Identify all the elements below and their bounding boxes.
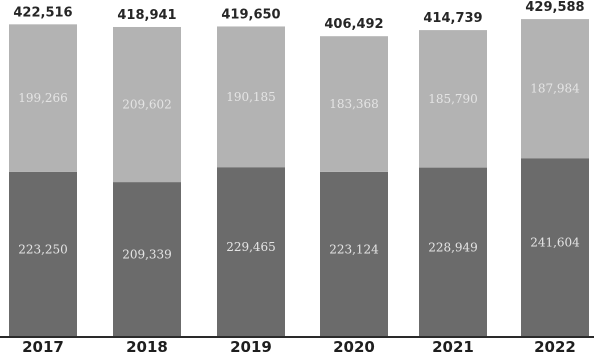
bar-lower-2021	[419, 167, 487, 337]
lower-value-label-2022: 241,604	[530, 236, 580, 250]
lower-value-label-2021: 228,949	[428, 240, 478, 254]
year-labels-group: 2017 2018 2019 2020 2021 2022	[22, 338, 576, 354]
year-label-2020: 2020	[333, 338, 375, 354]
lower-value-label-2018: 209,339	[122, 248, 172, 262]
bar-upper-2017	[9, 24, 77, 172]
total-label-2018: 418,941	[117, 8, 176, 23]
upper-value-label-2022: 187,984	[530, 82, 580, 96]
total-labels-group: 422,516 418,941 419,650 406,492 414,739 429,5…	[13, 0, 584, 32]
bar-lower-2018	[113, 182, 181, 337]
year-label-2021: 2021	[432, 338, 474, 354]
total-label-2021: 414,739	[423, 11, 482, 26]
bar-upper-2021	[419, 30, 487, 168]
lower-value-label-2017: 223,250	[18, 242, 68, 256]
bar-upper-2018	[113, 26, 181, 183]
bar-upper-2019	[217, 26, 285, 168]
segment-labels-group: 199,266 223,250 209,602 209,339 190,185 229,4…	[18, 82, 580, 262]
bars-group	[9, 19, 589, 337]
total-label-2020: 406,492	[324, 17, 383, 32]
lower-value-label-2019: 229,465	[226, 240, 276, 254]
total-label-2019: 419,650	[221, 7, 280, 22]
upper-value-label-2018: 209,602	[122, 98, 172, 112]
year-label-2017: 2017	[22, 338, 64, 354]
total-label-2022: 429,588	[525, 0, 584, 15]
bar-lower-2019	[217, 167, 285, 337]
bar-lower-2017	[9, 171, 77, 337]
year-label-2018: 2018	[126, 338, 168, 354]
upper-value-label-2019: 190,185	[226, 90, 276, 104]
bar-upper-2022	[521, 19, 589, 159]
year-label-2019: 2019	[230, 338, 272, 354]
lower-value-label-2020: 223,124	[329, 242, 379, 256]
upper-value-label-2017: 199,266	[18, 91, 68, 105]
bar-upper-2020	[320, 36, 388, 172]
year-label-2022: 2022	[534, 338, 576, 354]
upper-value-label-2021: 185,790	[428, 92, 478, 106]
bar-lower-2020	[320, 171, 388, 337]
upper-value-label-2020: 183,368	[329, 97, 379, 111]
bar-lower-2022	[521, 158, 589, 337]
total-label-2017: 422,516	[13, 5, 72, 20]
